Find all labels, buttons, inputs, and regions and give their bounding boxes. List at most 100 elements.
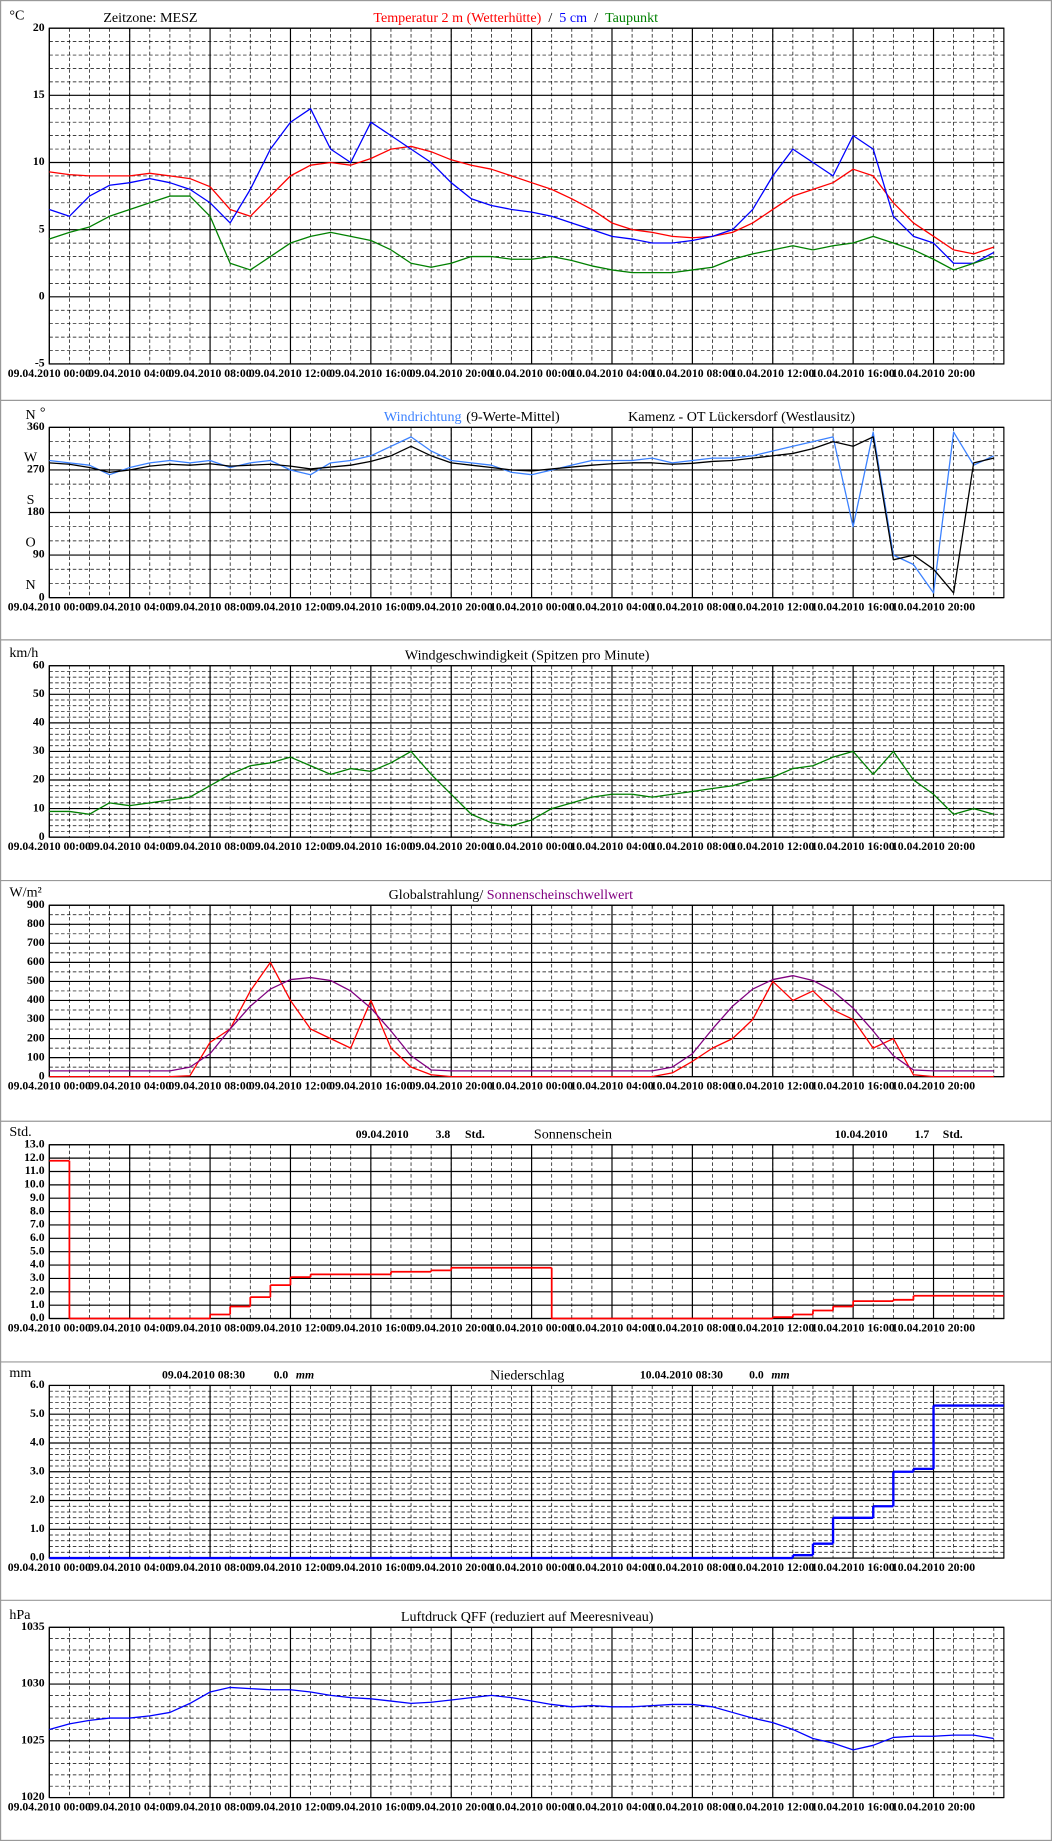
x-tick-box: 10.04.2010 00:00	[490, 1562, 573, 1575]
y-tick-label: 500	[27, 974, 45, 987]
y-tick-label: 10	[33, 155, 45, 168]
x-tick-box: 10.04.2010 20:00	[892, 1801, 975, 1814]
plot-border	[48, 426, 1005, 599]
y-tick-label: 0	[39, 1069, 45, 1082]
unit-label: °C	[9, 8, 24, 24]
x-tick-label: 10.04.2010 12:00	[731, 1801, 815, 1814]
x-tick-box: 09.04.2010 04:00	[88, 1562, 171, 1575]
series-line	[49, 108, 995, 264]
y-tick-label: 60	[33, 658, 45, 671]
x-tick-label: 09.04.2010 04:00	[88, 1322, 172, 1335]
summary-date: 10.04.2010	[835, 1128, 888, 1141]
x-tick-label: 09.04.2010 16:00	[329, 840, 413, 854]
y-tick-label: -5	[35, 357, 45, 370]
x-tick-box: 10.04.2010 16:00	[812, 1080, 895, 1093]
x-tick-box: 09.04.2010 00:00	[8, 1322, 91, 1335]
x-tick-box: 09.04.2010 12:00	[249, 601, 332, 614]
x-tick-label: 10.04.2010 08:00	[650, 367, 734, 381]
chart-title: Sonnenschein	[534, 1127, 612, 1143]
y-tick-label: 1025	[21, 1733, 45, 1746]
x-tick-box: 09.04.2010 20:00	[410, 1322, 493, 1335]
x-tick-label: 09.04.2010 04:00	[88, 840, 172, 854]
summary-date: 09.04.2010 08:30	[162, 1369, 245, 1382]
y-tick-label: 90	[33, 548, 45, 561]
y-tick-label: 11.0	[25, 1164, 45, 1177]
x-tick-label: 10.04.2010 04:00	[570, 1561, 654, 1575]
x-tick-label: 10.04.2010 16:00	[811, 601, 895, 615]
summary-date: 09.04.2010	[356, 1128, 409, 1141]
x-tick-box: 09.04.2010 08:00	[168, 1080, 251, 1093]
legend-entry: Windrichtung	[384, 409, 462, 425]
chart-title: Luftdruck QFF (reduziert auf Meeresnivea…	[401, 1609, 654, 1625]
unit-label: W/m²	[9, 885, 41, 901]
x-tick-label: 09.04.2010 08:00	[168, 1561, 252, 1575]
x-tick-label: 10.04.2010 20:00	[891, 367, 976, 381]
x-tick-label: 09.04.2010 12:00	[248, 1080, 333, 1094]
x-tick-label: 10.04.2010 12:00	[731, 840, 815, 854]
x-tick-label: 09.04.2010 04:00	[88, 1080, 172, 1094]
x-tick-label: 09.04.2010 20:00	[409, 601, 493, 615]
chart-panel: 0.01.02.03.04.05.06.07.08.09.010.011.012…	[8, 1124, 1005, 1335]
x-tick-box: 09.04.2010 16:00	[329, 1562, 412, 1575]
summary-unit: Std.	[943, 1128, 963, 1141]
x-tick-label: 09.04.2010 00:00	[7, 367, 91, 381]
x-tick-box: 09.04.2010 16:00	[329, 1080, 413, 1094]
summary-value: 3.8	[436, 1128, 451, 1141]
x-tick-label: 09.04.2010 04:00	[88, 601, 172, 615]
x-tick-label: 09.04.2010 12:00	[248, 840, 333, 854]
y-tick-label: 5	[39, 222, 45, 235]
y-tick-label: 15	[33, 88, 45, 101]
y-tick-label: 20	[33, 773, 45, 786]
x-tick-label: 10.04.2010 00:00	[490, 1322, 574, 1335]
y-tick-label: 6.0	[30, 1231, 45, 1244]
x-tick-box: 10.04.2010 16:00	[812, 1801, 895, 1814]
x-tick-label: 09.04.2010 16:00	[329, 367, 413, 381]
x-tick-label: 09.04.2010 00:00	[7, 840, 91, 854]
x-tick-label: 10.04.2010 12:00	[731, 1322, 815, 1335]
x-tick-label: 10.04.2010 04:00	[570, 1322, 654, 1335]
y-tick-label: 7.0	[30, 1218, 45, 1231]
series-line	[49, 436, 994, 594]
x-tick-label: 10.04.2010 04:00	[570, 1801, 654, 1814]
x-tick-label: 10.04.2010 16:00	[811, 1322, 895, 1335]
x-tick-box: 10.04.2010 20:00	[891, 840, 976, 854]
y-tick-label: 180	[27, 505, 45, 518]
x-tick-box: 10.04.2010 16:00	[812, 367, 895, 380]
y-tick-label: 40	[33, 716, 45, 729]
x-tick-box: 09.04.2010 04:00	[88, 840, 172, 854]
x-tick-label: 09.04.2010 20:00	[409, 1561, 493, 1575]
legend-entry: Taupunkt	[605, 10, 658, 26]
legend-separator: /	[479, 887, 483, 903]
x-tick-box: 10.04.2010 00:00	[490, 601, 573, 614]
x-tick-box: 10.04.2010 00:00	[490, 1801, 574, 1814]
y-tick-label: 9.0	[30, 1191, 45, 1204]
direction-label: N	[25, 577, 35, 593]
x-tick-box: 09.04.2010 04:00	[88, 1322, 172, 1335]
y-tick-label: 1.0	[30, 1298, 45, 1311]
x-tick-label: 10.04.2010 00:00	[490, 840, 574, 854]
legend-entry: Temperatur 2 m (Wetterhütte)	[373, 10, 541, 26]
x-tick-box: 10.04.2010 12:00	[731, 601, 814, 614]
x-tick-label: 10.04.2010 08:00	[650, 1801, 734, 1814]
direction-label: W	[24, 449, 38, 465]
x-tick-label: 10.04.2010 00:00	[490, 1801, 574, 1814]
y-tick-label: 0.0	[30, 1551, 45, 1564]
x-tick-label: 09.04.2010 00:00	[7, 1561, 91, 1575]
y-tick-label: 800	[27, 917, 45, 930]
x-tick-box: 10.04.2010 08:00	[650, 1080, 734, 1094]
x-tick-label: 10.04.2010 08:00	[650, 1080, 734, 1094]
x-tick-label: 10.04.2010 12:00	[731, 1561, 815, 1575]
x-tick-label: 09.04.2010 16:00	[329, 1080, 413, 1094]
x-tick-box: 09.04.2010 16:00	[329, 1801, 412, 1814]
subtitle: Kamenz - OT Lückersdorf (Westlausitz)	[628, 409, 855, 425]
summary-value: 0.0	[274, 1369, 289, 1382]
summary-unit: mm	[771, 1369, 789, 1382]
x-tick-label: 10.04.2010 20:00	[891, 840, 976, 854]
x-tick-box: 09.04.2010 04:00	[88, 367, 171, 380]
x-tick-box: 09.04.2010 16:00	[329, 367, 413, 381]
plot-area	[49, 1627, 1004, 1798]
x-tick-box: 09.04.2010 08:00	[168, 601, 251, 614]
x-tick-label: 09.04.2010 08:00	[168, 367, 252, 381]
